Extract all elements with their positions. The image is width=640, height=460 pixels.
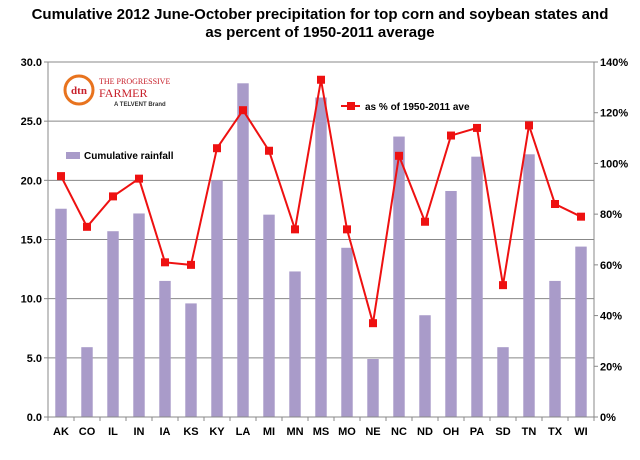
right-tick-label: 80% <box>600 209 622 221</box>
bar <box>185 303 197 417</box>
bar <box>549 280 561 417</box>
x-tick-label: ND <box>417 426 433 438</box>
line-point <box>499 281 507 290</box>
x-tick-label: LA <box>236 426 251 438</box>
axes <box>44 61 598 421</box>
logo-mark: dtn <box>71 85 87 97</box>
right-tick-label: 40% <box>600 311 622 323</box>
bar <box>471 156 483 417</box>
bar <box>315 97 327 417</box>
x-tick-label: IA <box>160 426 171 438</box>
left-tick-label: 25.0 <box>21 116 42 128</box>
x-tick-label: WI <box>574 426 587 438</box>
line-point <box>57 172 65 181</box>
right-tick-label: 100% <box>600 158 628 170</box>
x-tick-label: KS <box>183 426 198 438</box>
x-tick-label: SD <box>495 426 510 438</box>
left-tick-label: 0.0 <box>27 412 42 424</box>
bar <box>289 271 301 417</box>
line-point <box>83 222 91 231</box>
line-point <box>343 225 351 234</box>
left-tick-label: 10.0 <box>21 294 42 306</box>
x-tick-label: MO <box>338 426 356 438</box>
x-tick-label: MN <box>286 426 303 438</box>
line-series <box>57 75 585 328</box>
x-tick-label: CO <box>79 426 96 438</box>
line-point <box>317 75 325 84</box>
bar <box>81 347 93 417</box>
logo-line-3: A TELVENT Brand <box>114 102 166 108</box>
bar <box>497 347 509 417</box>
x-tick-label: IL <box>108 426 118 438</box>
bar-series <box>55 83 587 418</box>
axis-labels: 0.0 5.0 10.0 15.0 20.0 25.0 30.0 0% 20% 40% 60% 80%… <box>21 57 629 438</box>
line-point <box>369 319 377 328</box>
line-point <box>291 225 299 234</box>
line-point <box>395 151 403 160</box>
line-point <box>109 192 117 201</box>
dtn-logo: dtn THE PROGRESSIVE FARMER A TELVENT Bra… <box>63 74 170 108</box>
bar <box>341 247 353 417</box>
logo-line-1: THE PROGRESSIVE <box>99 77 170 86</box>
bar <box>211 180 223 417</box>
bar <box>419 315 431 417</box>
bar <box>523 154 535 418</box>
legend-line-marker <box>347 102 355 110</box>
chart-title-line-2: as percent of 1950-2011 average <box>205 24 435 41</box>
bar <box>445 190 457 417</box>
x-tick-label: TN <box>522 426 537 438</box>
x-tick-label: IN <box>134 426 145 438</box>
chart-title-line-1: Cumulative 2012 June-October precipitati… <box>31 6 609 23</box>
line-point <box>135 174 143 183</box>
bar <box>107 231 119 417</box>
left-tick-label: 30.0 <box>21 57 42 69</box>
x-tick-label: KY <box>209 426 225 438</box>
right-tick-label: 120% <box>600 108 628 120</box>
x-tick-label: NC <box>391 426 407 438</box>
line-point <box>187 260 195 269</box>
logo-line-2: FARMER <box>99 86 147 100</box>
line-point <box>421 217 429 226</box>
logo-circle <box>63 74 95 106</box>
line-point <box>265 146 273 155</box>
right-tick-label: 0% <box>600 412 616 424</box>
legend-line-entry: as % of 1950-2011 ave <box>341 102 470 113</box>
x-tick-label: AK <box>53 426 69 438</box>
right-tick-label: 20% <box>600 361 622 373</box>
right-tick-label: 60% <box>600 260 622 272</box>
right-tick-label: 140% <box>600 57 628 69</box>
line-point <box>473 123 481 132</box>
line-point <box>577 212 585 221</box>
x-tick-label: OH <box>443 426 460 438</box>
line-point <box>239 106 247 115</box>
bar <box>393 136 405 418</box>
line-point <box>213 144 221 153</box>
line-point <box>161 258 169 267</box>
x-tick-label: MS <box>313 426 330 438</box>
x-tick-label: TX <box>548 426 563 438</box>
bar <box>133 213 145 417</box>
bar <box>159 280 171 417</box>
line-point <box>525 121 533 130</box>
bar <box>575 246 587 417</box>
bar <box>367 359 379 417</box>
legend-bar-swatch <box>66 152 80 159</box>
bar <box>263 214 275 417</box>
legend-bar-entry: Cumulative rainfall <box>66 151 174 162</box>
bar <box>55 208 67 417</box>
x-tick-label: PA <box>470 426 485 438</box>
x-tick-label: MI <box>263 426 275 438</box>
left-tick-label: 20.0 <box>21 175 42 187</box>
x-tick-label: NE <box>365 426 380 438</box>
left-tick-label: 5.0 <box>27 353 42 365</box>
legend-bar-label: Cumulative rainfall <box>84 151 174 162</box>
bar <box>237 83 249 418</box>
line-point <box>551 200 559 208</box>
left-tick-label: 15.0 <box>21 235 42 247</box>
legend-line-label: as % of 1950-2011 ave <box>365 102 470 113</box>
line-point <box>447 131 455 140</box>
